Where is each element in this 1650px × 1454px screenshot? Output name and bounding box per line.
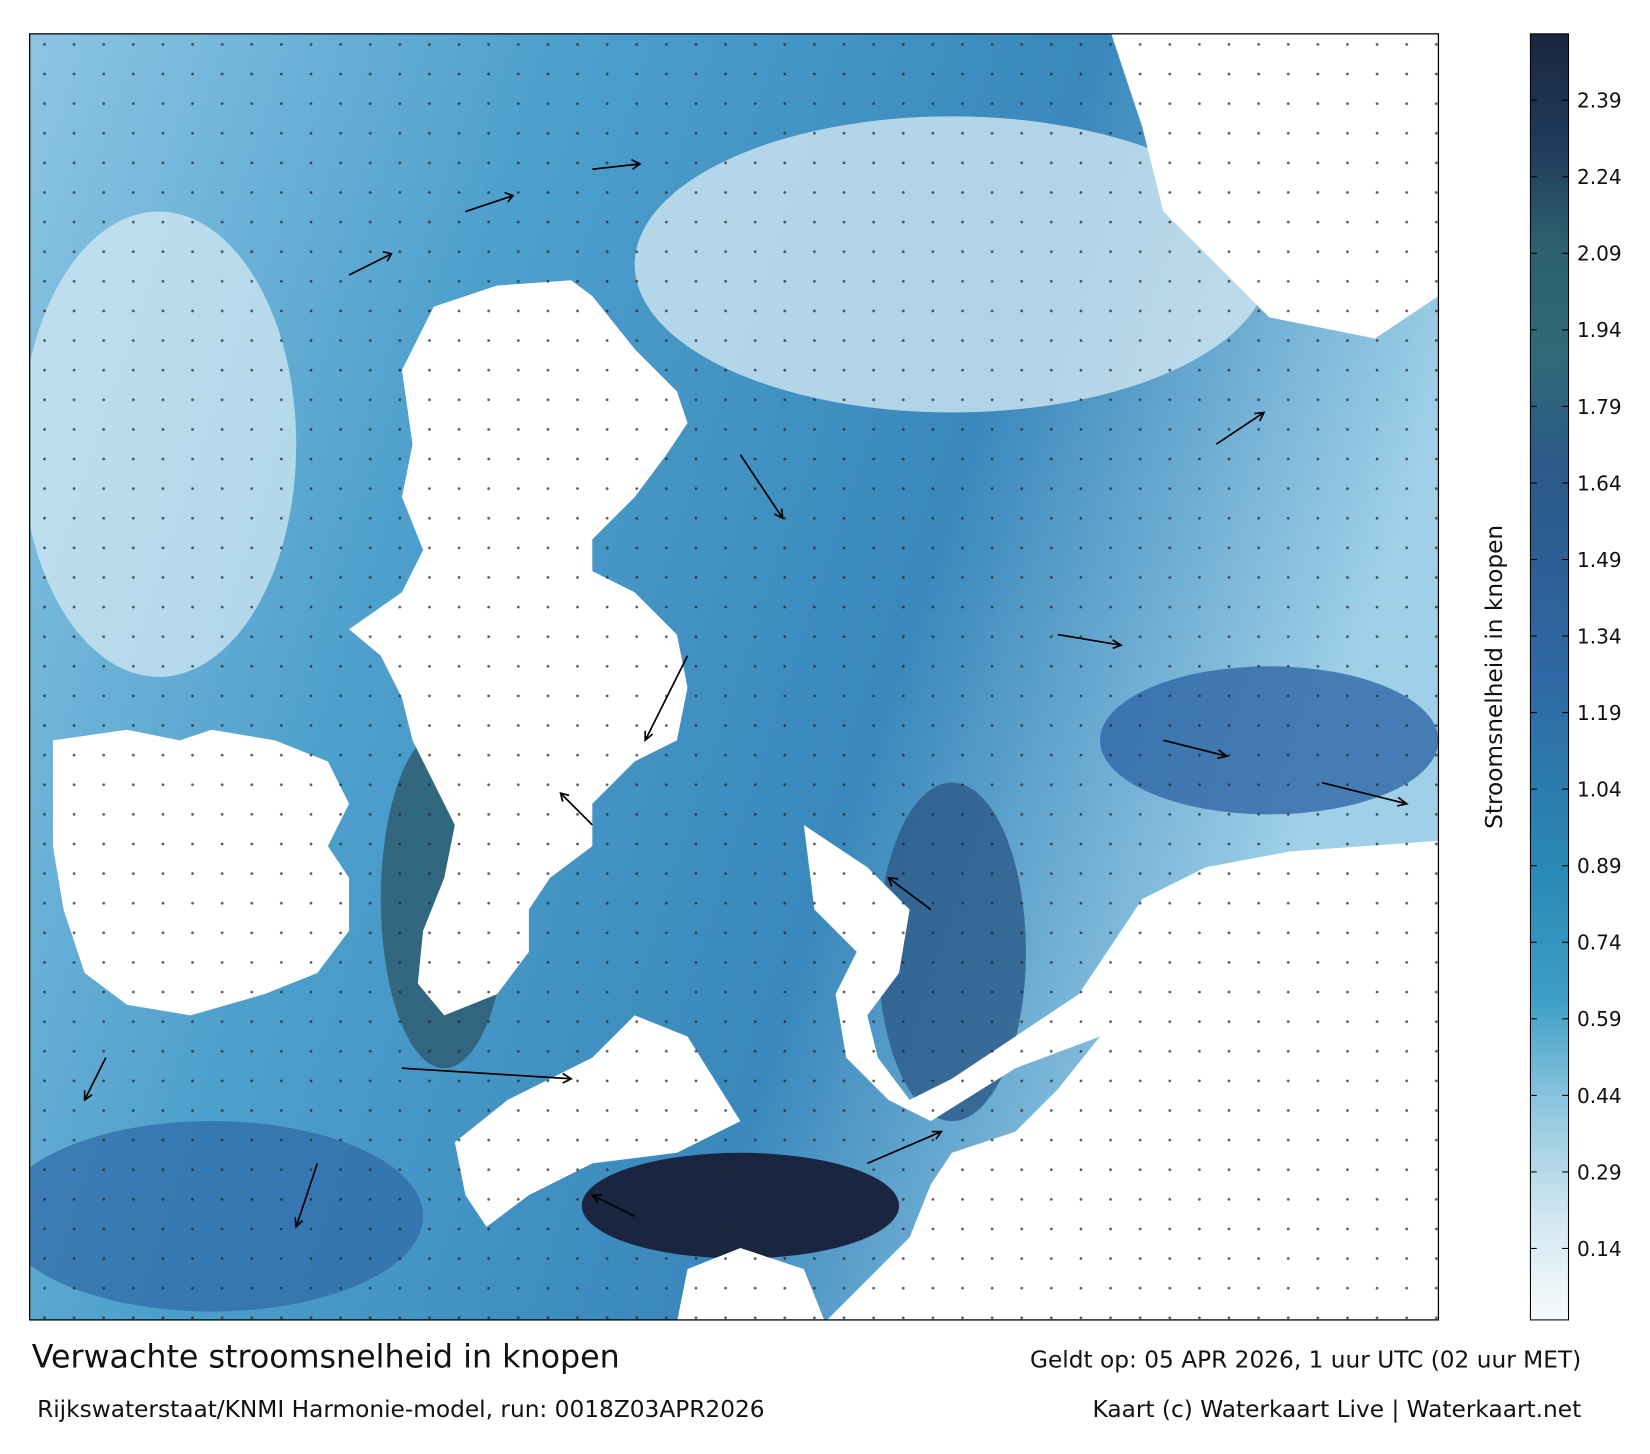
colorbar-fill: [1529, 33, 1570, 1321]
colorbar: 0.14 0.29 0.44 0.59 0.74 0.89 1.04 1.19 1.34 1.49…: [1529, 33, 1622, 1321]
current-arrows: [83, 158, 1409, 1229]
colorbar-tick-label: 1.04: [1577, 778, 1622, 802]
colorbar-tick-label: 0.44: [1577, 1084, 1622, 1108]
colorbar-tick-label: 2.09: [1577, 242, 1622, 266]
colorbar-label: Stroomsnelheid in knopen: [1481, 525, 1508, 829]
colorbar-tick-label: 1.49: [1577, 548, 1622, 572]
colorbar-tick-label: 1.94: [1577, 318, 1622, 342]
colorbar-tick-label: 0.14: [1577, 1237, 1622, 1261]
title: Verwachte stroomsnelheid in knopen: [32, 1340, 620, 1376]
colorbar-tick-label: 1.64: [1577, 471, 1622, 495]
colorbar-tick-label: 0.29: [1577, 1160, 1622, 1184]
colorbar-tick-label: 1.79: [1577, 395, 1622, 419]
colorbar-tick-label: 1.19: [1577, 701, 1622, 725]
colorbar-tick-label: 0.89: [1577, 854, 1622, 878]
valid-time: Geldt op: 05 APR 2026, 1 uur UTC (02 uur…: [1030, 1347, 1581, 1374]
colorbar-tick-label: 1.34: [1577, 624, 1622, 648]
colorbar-tick-label: 2.39: [1577, 89, 1622, 113]
colorbar-tick-label: 0.59: [1577, 1007, 1622, 1031]
map: [29, 33, 1439, 1320]
credit: Kaart (c) Waterkaart Live | Waterkaart.n…: [1093, 1396, 1582, 1423]
source: Rijkswaterstaat/KNMI Harmonie-model, run…: [37, 1396, 765, 1423]
colorbar-tick-label: 0.74: [1577, 931, 1622, 955]
colorbar-tick-label: 2.24: [1577, 165, 1622, 189]
map-frame: [29, 33, 1440, 1321]
